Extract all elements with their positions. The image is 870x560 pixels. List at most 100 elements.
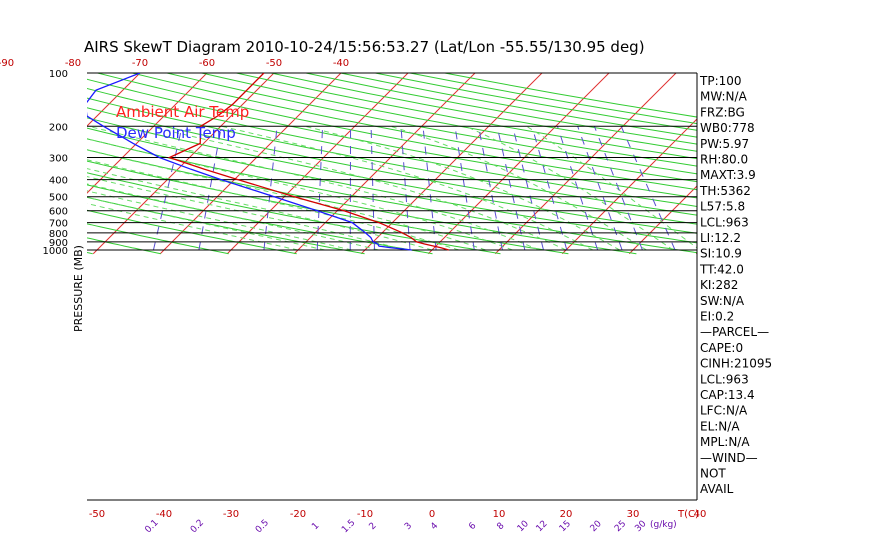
index-item: TH:5362 [699,184,751,198]
chart-title: AIRS SkewT Diagram 2010-10-24/15:56:53.2… [84,38,645,56]
mixing-ratio-label: 0.2 [189,518,206,535]
temp-tick-bottom: 30 [627,509,640,520]
index-item: LCL:963 [700,215,749,229]
dry-adiabat-line [130,73,697,183]
index-item: MAXT:3.9 [700,168,756,182]
legend-dew-point-temp: Dew Point Temp [116,124,236,142]
index-item: LCL:963 [700,372,749,386]
dry-adiabat-line [87,127,697,244]
index-item: NOT [700,467,726,481]
mixing-ratio-label: 1 [310,521,321,532]
pressure-tick-label: 300 [49,153,68,164]
series-dew-point-temp [87,73,412,251]
dry-adiabat-line [87,138,697,254]
index-item: CAPE:0 [700,341,743,355]
dry-adiabat-line [87,107,697,225]
dry-adiabat-line [303,73,697,145]
legend-ambient-air-temp: Ambient Air Temp [116,103,249,121]
dry-adiabat-line [442,73,697,118]
mixing-ratio-label: 12 [534,519,549,534]
index-item: EL:N/A [700,419,740,433]
mixing-ratio-line [531,126,568,251]
dry-adiabat-line [87,237,161,255]
dry-adiabat-line [87,78,697,199]
dry-adiabat-line [87,117,697,234]
mixing-ratio-line [198,126,222,251]
index-item: SI:10.9 [700,247,742,261]
moist-adiabat-line [305,125,620,251]
index-item: CINH:21095 [700,357,772,371]
mixing-ratio-label: 8 [495,521,506,532]
temp-tick-top: -50 [266,58,282,69]
temp-tick-top: -60 [199,58,215,69]
index-item: LFC:N/A [700,404,748,418]
mixing-ratio-line [557,126,599,251]
isotherm-line [293,73,476,255]
mixing-ratio-line [512,126,544,251]
index-item: —WIND— [700,451,758,465]
mixing-ratio-line [422,126,437,251]
dry-adiabat-line [87,160,569,255]
pressure-tick-label: 800 [49,229,68,240]
mixing-ratio-label: 0.1 [143,518,160,535]
index-item: MPL:N/A [700,435,750,449]
pressure-tick-label: 1000 [43,246,68,257]
mixing-ratio-line [593,126,643,251]
pressure-tick-label: 400 [49,176,68,187]
mixing-ratio-line [477,126,503,251]
index-item: TP:100 [699,74,742,88]
index-item: AVAIL [700,482,734,496]
temp-axis-label: T(C) [677,509,699,520]
mixing-ratio-label: 25 [613,519,628,534]
dry-adiabat-line [87,172,501,255]
mixing-ratio-label: 4 [429,521,440,532]
y-axis-label: PRESSURE (MB) [72,245,85,332]
temp-tick-top: -90 [0,58,14,69]
mixing-ratio-label: 10 [516,519,531,534]
isotherm-line [763,65,870,254]
index-item: L57:5.8 [700,200,745,214]
isotherm-line [87,73,208,194]
dry-adiabat-line [95,73,697,191]
index-item: FRZ:BG [700,105,745,119]
temp-tick-bottom: 10 [493,509,506,520]
moist-adiabat-line [87,196,325,251]
pressure-tick-label: 900 [49,238,68,249]
dry-adiabat-line [87,223,229,255]
dry-adiabat-line [268,73,697,152]
isotherm-line [0,65,81,254]
temp-tick-bottom: 20 [560,509,573,520]
pressure-tick-label: 200 [49,122,68,133]
dry-adiabat-line [234,73,697,160]
mixing-ratio-line [577,126,623,251]
dry-adiabat-line [87,209,297,255]
pressure-tick-label: 100 [49,69,68,80]
mixing-ratio-line [316,126,324,251]
index-item: —PARCEL— [700,325,769,339]
temp-tick-top: -70 [132,58,148,69]
pressure-tick-label: 500 [49,193,68,204]
moist-adiabat-line [87,149,486,251]
index-item: WB0:778 [700,121,755,135]
mixing-ratio-line [400,126,411,251]
temp-tick-top: -40 [333,58,349,69]
mixing-ratio-line [454,126,475,251]
mixing-ratio-label: 2 [368,521,379,532]
dry-adiabat-line [164,73,697,175]
isotherm-line [830,65,870,254]
mixing-ratio-line [263,126,278,251]
mixing-ratio-line [620,126,676,251]
mixing-ratio-label: 20 [589,519,604,534]
mixing-ratio-line [496,126,526,251]
pressure-tick-label: 700 [49,219,68,230]
mixing-ratio-label: 30 [633,519,648,534]
series-ambient-air-temp [167,73,449,251]
mixing-ratio-label: 15 [558,519,573,534]
temp-tick-bottom: -20 [290,509,306,520]
temp-tick-top: -80 [65,58,81,69]
isotherm-line [0,65,14,254]
index-item: KI:282 [700,278,738,292]
mixing-ratio-label: 1.5 [340,518,357,535]
mixing-ratio-line [152,126,183,251]
pressure-tick-label: 600 [49,207,68,218]
